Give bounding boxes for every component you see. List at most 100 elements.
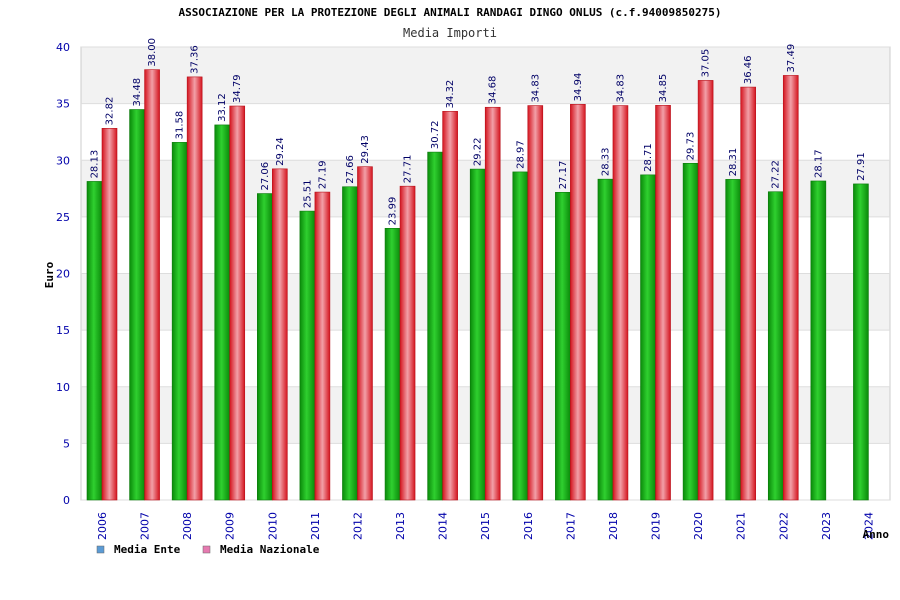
y-tick-label: 35	[56, 98, 70, 111]
x-tick-label: 2024	[862, 512, 875, 540]
y-axis-label: Euro	[43, 261, 56, 288]
chart-title: ASSOCIAZIONE PER LA PROTEZIONE DEGLI ANI…	[178, 6, 721, 19]
data-label: 31.58	[175, 111, 186, 140]
data-label: 37.36	[190, 45, 201, 74]
bars-group: 28.13 32.82 34.48 38.00 31.58 37.36 33.12 34.79…	[86, 38, 869, 501]
data-label: 34.83	[530, 74, 541, 103]
x-tick-label: 2012	[351, 512, 364, 540]
x-tick-label: 2022	[777, 512, 790, 540]
x-tick-label: 2016	[522, 512, 535, 540]
y-axis-ticks: 0 5 10 15 20 25 30 35 40	[56, 41, 70, 507]
bar-media-ente	[299, 210, 316, 501]
bar-media-nazionale	[527, 105, 544, 501]
data-label: 28.17	[813, 149, 824, 178]
data-label: 27.66	[345, 155, 356, 184]
bar-media-ente	[86, 181, 103, 501]
legend-swatch	[96, 545, 105, 554]
data-label: 34.32	[445, 80, 456, 109]
bar-media-nazionale	[612, 105, 629, 501]
x-tick-label: 2008	[181, 512, 194, 540]
x-tick-label: 2021	[735, 512, 748, 540]
data-label: 38.00	[147, 38, 158, 67]
bar-media-nazionale	[272, 168, 288, 501]
bar-media-ente	[384, 228, 401, 501]
y-tick-label: 20	[56, 268, 70, 281]
data-label: 27.19	[317, 160, 328, 189]
bar-media-nazionale	[144, 69, 160, 501]
y-tick-label: 25	[56, 211, 70, 224]
data-label: 30.72	[430, 120, 441, 149]
data-label: 27.17	[558, 161, 569, 190]
data-label: 28.71	[643, 143, 654, 172]
data-label: 29.43	[360, 135, 371, 164]
x-tick-label: 2006	[96, 512, 109, 540]
data-label: 27.06	[260, 162, 271, 191]
bar-media-nazionale	[740, 86, 756, 501]
bar-media-nazionale	[357, 166, 373, 501]
bar-media-nazionale	[186, 76, 203, 501]
bar-media-nazionale	[442, 111, 458, 501]
y-tick-label: 15	[56, 324, 70, 337]
x-tick-label: 2013	[394, 512, 407, 540]
data-label: 37.05	[701, 49, 712, 78]
data-label: 25.51	[302, 179, 313, 208]
legend-swatch	[202, 545, 211, 554]
x-tick-label: 2009	[224, 512, 237, 540]
data-label: 33.12	[217, 93, 228, 122]
x-tick-label: 2018	[607, 512, 620, 540]
bar-media-nazionale	[570, 104, 586, 501]
data-label: 34.85	[658, 74, 669, 103]
x-axis-ticks: 2006 2007 2008 2009 2010 2011 2012 2013 2014 2015…	[96, 512, 875, 540]
data-label: 29.22	[473, 137, 484, 166]
x-axis-label: Anno	[863, 528, 890, 541]
bar-media-ente	[640, 174, 656, 501]
data-label: 28.33	[600, 148, 611, 177]
data-label: 28.13	[90, 150, 101, 179]
x-tick-label: 2007	[139, 512, 152, 540]
data-label: 32.82	[105, 97, 116, 126]
data-label: 34.48	[132, 78, 143, 107]
bar-media-ente	[597, 178, 614, 501]
bar-media-nazionale	[782, 75, 799, 501]
y-tick-label: 10	[56, 381, 70, 394]
data-label: 34.94	[573, 73, 584, 102]
legend-label: Media Nazionale	[220, 543, 320, 556]
bar-media-nazionale	[697, 80, 714, 501]
bar-media-ente	[725, 179, 741, 501]
data-label: 27.71	[403, 155, 414, 184]
data-label: 29.73	[686, 132, 697, 161]
data-label: 34.83	[615, 74, 626, 103]
y-tick-label: 0	[63, 494, 70, 507]
x-tick-label: 2011	[309, 512, 322, 540]
data-label: 28.97	[515, 140, 526, 169]
data-label: 23.99	[388, 197, 399, 226]
bar-media-nazionale	[314, 191, 331, 501]
chart-subtitle: Media Importi	[403, 26, 497, 40]
data-label: 28.31	[728, 148, 739, 177]
bar-media-ente	[427, 151, 443, 501]
y-tick-label: 30	[56, 154, 70, 167]
bar-media-ente	[810, 180, 827, 501]
data-label: 27.91	[856, 152, 867, 181]
x-tick-label: 2010	[266, 512, 279, 540]
bar-media-ente	[555, 191, 571, 501]
data-label: 37.49	[786, 44, 797, 73]
bar-media-nazionale	[655, 105, 671, 501]
bar-media-ente	[853, 183, 869, 501]
data-label: 34.68	[488, 76, 499, 105]
x-tick-label: 2019	[650, 512, 663, 540]
bar-media-nazionale	[484, 106, 501, 501]
x-tick-label: 2014	[437, 512, 450, 540]
bar-media-ente	[171, 142, 188, 501]
x-tick-label: 2015	[479, 512, 492, 540]
x-tick-label: 2020	[692, 512, 705, 540]
bar-media-ente	[257, 193, 273, 501]
x-tick-label: 2017	[564, 512, 577, 540]
bar-media-ente	[682, 163, 699, 501]
data-label: 34.79	[232, 74, 243, 103]
bar-media-ente	[129, 109, 145, 501]
bar-media-ente	[469, 168, 486, 501]
legend: Media Ente Media Nazionale	[96, 543, 320, 556]
data-label: 29.24	[275, 137, 286, 166]
bar-media-ente	[214, 124, 231, 501]
